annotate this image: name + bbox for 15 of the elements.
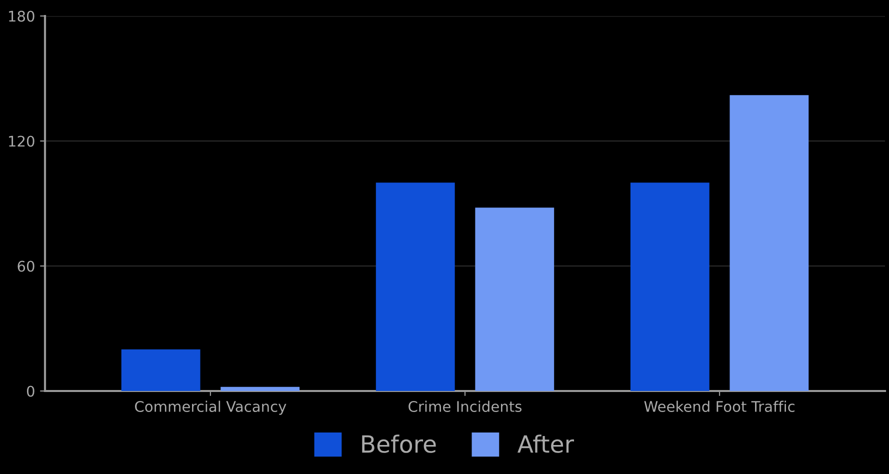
bar: [121, 349, 200, 391]
bar: [630, 182, 710, 391]
x-tick-label: Weekend Foot Traffic: [644, 400, 794, 412]
x-tick-label: Crime Incidents: [408, 400, 522, 412]
bar: [220, 386, 300, 391]
bar: [475, 208, 554, 391]
y-tick-label: 120: [9, 136, 34, 147]
bar: [376, 182, 455, 391]
legend-label: Before: [362, 434, 436, 453]
x-tick-label: Commercial Vacancy: [135, 400, 286, 415]
bar: [730, 95, 809, 391]
y-tick-label: 0: [26, 386, 34, 397]
y-tick-label: 60: [18, 260, 34, 272]
y-tick-label: 180: [9, 10, 34, 22]
legend-label: After: [518, 434, 574, 453]
